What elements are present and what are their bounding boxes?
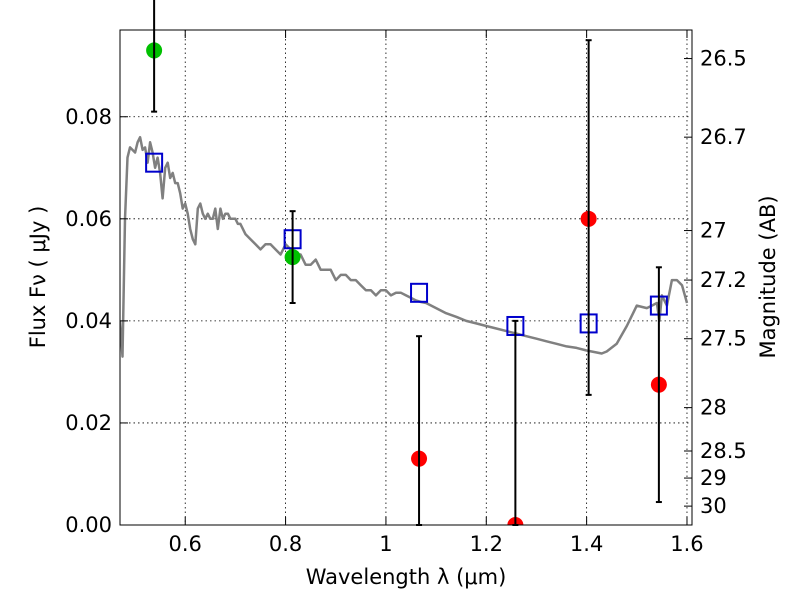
y2-tick-label: 27.5 bbox=[700, 327, 747, 351]
y2-tick-label: 27.2 bbox=[700, 268, 747, 292]
y-tick-label: 0.08 bbox=[65, 105, 112, 129]
y-tick-label: 0.04 bbox=[65, 309, 112, 333]
plot-frame bbox=[119, 29, 693, 526]
plot-area bbox=[120, 30, 692, 525]
y-tick-label: 0.06 bbox=[65, 207, 112, 231]
y2-tick-label: 28 bbox=[700, 396, 727, 420]
x-tick-label: 1.2 bbox=[470, 532, 503, 556]
y2-tick-label: 29 bbox=[700, 466, 727, 490]
y2-tick-label: 27 bbox=[700, 219, 727, 243]
y-axis-label: Flux Fν ( μJy ) bbox=[26, 206, 50, 349]
x-axis-ticks: 0.6 0.8 1 1.2 1.4 1.6 bbox=[169, 30, 704, 556]
y2-tick-label: 26.7 bbox=[700, 125, 747, 149]
y2-tick-label: 28.5 bbox=[700, 439, 747, 463]
error-bar-layer bbox=[151, 0, 662, 526]
x-tick-label: 1 bbox=[379, 532, 392, 556]
x-tick-label: 1.4 bbox=[570, 532, 603, 556]
y-axis-ticks: 0.00 0.02 0.04 0.06 0.08 bbox=[65, 105, 128, 537]
x-axis-label: Wavelength λ (μm) bbox=[306, 565, 507, 589]
y-tick-label: 0.02 bbox=[65, 411, 112, 435]
y2-tick-label: 26.5 bbox=[700, 47, 747, 71]
y2-axis-ticks: 26.5 26.7 27 27.2 27.5 28 28.5 29 30 bbox=[684, 47, 747, 518]
x-tick-label: 0.6 bbox=[169, 532, 202, 556]
x-tick-label: 0.8 bbox=[269, 532, 302, 556]
x-tick-label: 1.6 bbox=[670, 532, 703, 556]
y2-tick-label: 30 bbox=[700, 494, 727, 518]
y-tick-label: 0.00 bbox=[65, 513, 112, 537]
y2-axis-label: Magnitude (AB) bbox=[756, 195, 780, 358]
model-photometry-point bbox=[145, 152, 164, 173]
model-photometry-point bbox=[410, 282, 429, 303]
